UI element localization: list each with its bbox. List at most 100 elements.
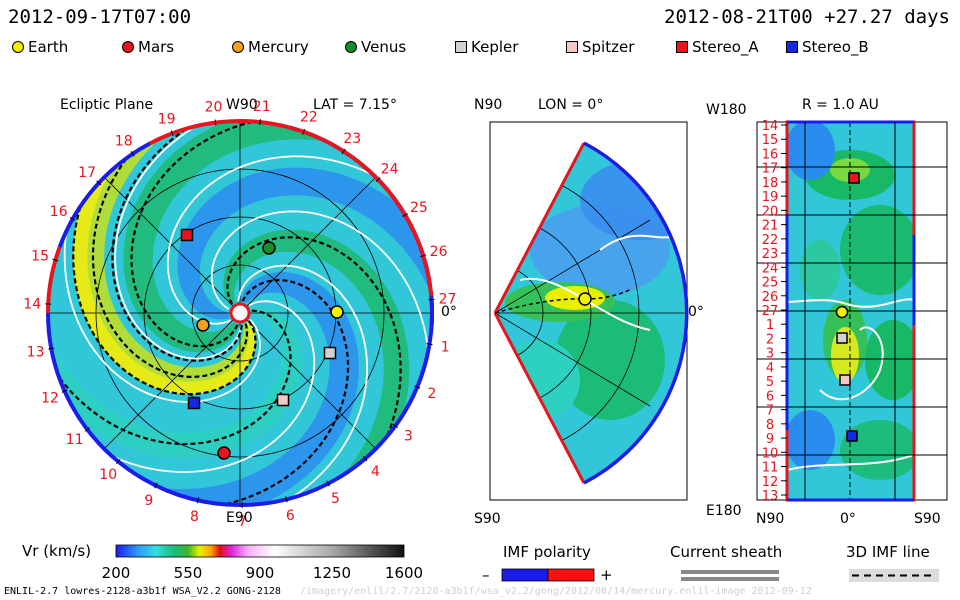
radial-y-label: 20 bbox=[762, 204, 779, 219]
carrington-label: 11 bbox=[66, 432, 84, 448]
ecliptic-title: Ecliptic Plane bbox=[60, 97, 154, 113]
carrington-label: 15 bbox=[31, 249, 49, 265]
radial-y-label: 21 bbox=[762, 219, 779, 234]
spitzer-legend-marker bbox=[566, 41, 578, 53]
current-sheath-title: Current sheath bbox=[670, 543, 783, 561]
carrington-label: 14 bbox=[23, 296, 41, 312]
imf-minus-label: – bbox=[482, 566, 490, 584]
carrington-tick bbox=[48, 347, 55, 350]
carrington-label: 17 bbox=[78, 165, 96, 181]
legend-item-stereo-b: Stereo_B bbox=[786, 38, 869, 56]
current-sheath-swatch bbox=[681, 570, 779, 574]
carrington-tick bbox=[375, 177, 381, 183]
colorbar-tick-label: 1600 bbox=[385, 564, 423, 582]
meridional-right-label: 0° bbox=[688, 304, 704, 320]
radial-y-label: 9 bbox=[766, 432, 774, 447]
legend-item-stereo-a: Stereo_A bbox=[676, 38, 759, 56]
legend-label: Venus bbox=[361, 38, 407, 56]
radial-bottom-label: E180 bbox=[706, 503, 742, 519]
carrington-tick bbox=[154, 482, 158, 489]
carrington-label: 25 bbox=[410, 200, 428, 216]
ecliptic-imf-polarity-rim bbox=[57, 141, 151, 248]
carrington-tick bbox=[84, 427, 91, 432]
legend-item-mars: Mars bbox=[122, 38, 174, 56]
radial-top-label: W180 bbox=[706, 102, 747, 118]
imf-field-line bbox=[91, 149, 249, 379]
carrington-tick bbox=[130, 151, 135, 157]
radial-y-label: 4 bbox=[766, 361, 774, 376]
imf-field-line bbox=[111, 122, 243, 362]
current-sheath-line bbox=[166, 155, 401, 325]
imf-field-line bbox=[226, 236, 402, 447]
carrington-label: 12 bbox=[41, 391, 59, 407]
imf-plus-label: + bbox=[600, 566, 613, 584]
legend-label: Kepler bbox=[471, 38, 519, 56]
radial-y-label: 22 bbox=[762, 233, 779, 248]
mercury-legend-marker bbox=[232, 41, 244, 53]
kepler-marker-ecliptic bbox=[323, 346, 337, 360]
carrington-label: 13 bbox=[27, 345, 45, 361]
colorbar-tick-label: 200 bbox=[102, 564, 131, 582]
earth-marker-meridional bbox=[578, 292, 592, 306]
meridional-lon: LON = 0° bbox=[538, 97, 604, 113]
colorbar-tick-label: 550 bbox=[174, 564, 203, 582]
carrington-label: 26 bbox=[430, 244, 448, 260]
imf-polarity-title: IMF polarity bbox=[503, 543, 591, 561]
solar-wind-stream bbox=[73, 121, 256, 395]
legend-label: Mercury bbox=[248, 38, 309, 56]
carrington-label: 2 bbox=[427, 386, 436, 402]
radial-y-label: 17 bbox=[762, 162, 779, 177]
imf-positive-swatch bbox=[547, 568, 595, 582]
radial-y-label: 11 bbox=[762, 461, 779, 476]
legend-item-mercury: Mercury bbox=[232, 38, 309, 56]
carrington-tick bbox=[362, 456, 368, 462]
carrington-label: 4 bbox=[371, 464, 380, 480]
carrington-tick bbox=[96, 180, 102, 186]
imf-field-line bbox=[52, 309, 292, 446]
ecliptic-imf-polarity-rim bbox=[46, 312, 337, 508]
colorbar-tick-label: 900 bbox=[246, 564, 275, 582]
model-info: ENLIL-2.7 lowres-2128-a3b1f WSA_V2.2 GON… bbox=[4, 586, 281, 597]
venus-marker-ecliptic bbox=[262, 241, 276, 255]
radial-x-mid: 0° bbox=[840, 511, 856, 527]
carrington-label: 7 bbox=[238, 514, 247, 530]
stereo-a-marker-ecliptic bbox=[180, 228, 194, 242]
radial-y-label: 12 bbox=[762, 475, 779, 490]
solar-wind-stream bbox=[130, 272, 359, 505]
mercury-marker-ecliptic bbox=[196, 318, 210, 332]
radial-y-label: 24 bbox=[762, 261, 779, 276]
carrington-label: 27 bbox=[439, 292, 457, 308]
imf-field-line bbox=[130, 121, 264, 348]
carrington-label: 16 bbox=[50, 204, 68, 220]
carrington-label: 10 bbox=[99, 467, 117, 483]
earth-marker-ecliptic bbox=[330, 305, 344, 319]
radial-x-left: N90 bbox=[756, 511, 785, 527]
colorbar bbox=[115, 544, 405, 558]
radial-y-label: 25 bbox=[762, 276, 779, 291]
kepler-marker-radial bbox=[836, 332, 848, 344]
imf-negative-swatch bbox=[501, 568, 549, 582]
carrington-label: 24 bbox=[381, 162, 399, 178]
colorbar-tick-label: 1250 bbox=[313, 564, 351, 582]
carrington-label: 19 bbox=[158, 111, 176, 127]
stereo-a-legend-marker bbox=[676, 41, 688, 53]
solar-wind-stream bbox=[73, 144, 256, 395]
legend-item-venus: Venus bbox=[345, 38, 406, 56]
carrington-tick bbox=[196, 497, 200, 504]
radial-y-label: 7 bbox=[766, 404, 774, 419]
legend-label: Stereo_A bbox=[692, 38, 759, 56]
radial-x-right: S90 bbox=[914, 511, 941, 527]
radial-y-label: 3 bbox=[766, 347, 774, 362]
ecliptic-imf-polarity-rim bbox=[46, 246, 62, 314]
carrington-label: 18 bbox=[115, 134, 133, 150]
radial-y-label: 2 bbox=[766, 333, 774, 348]
ecliptic-right-label: 0° bbox=[441, 304, 457, 320]
carrington-tick bbox=[214, 119, 217, 126]
radial-y-label: 26 bbox=[762, 290, 779, 305]
carrington-tick bbox=[402, 213, 408, 218]
carrington-tick bbox=[170, 130, 174, 137]
radial-y-label: 5 bbox=[766, 375, 774, 390]
current-sheath-line bbox=[210, 210, 431, 382]
carrington-tick bbox=[420, 254, 427, 258]
radial-y-label: 18 bbox=[762, 176, 779, 191]
